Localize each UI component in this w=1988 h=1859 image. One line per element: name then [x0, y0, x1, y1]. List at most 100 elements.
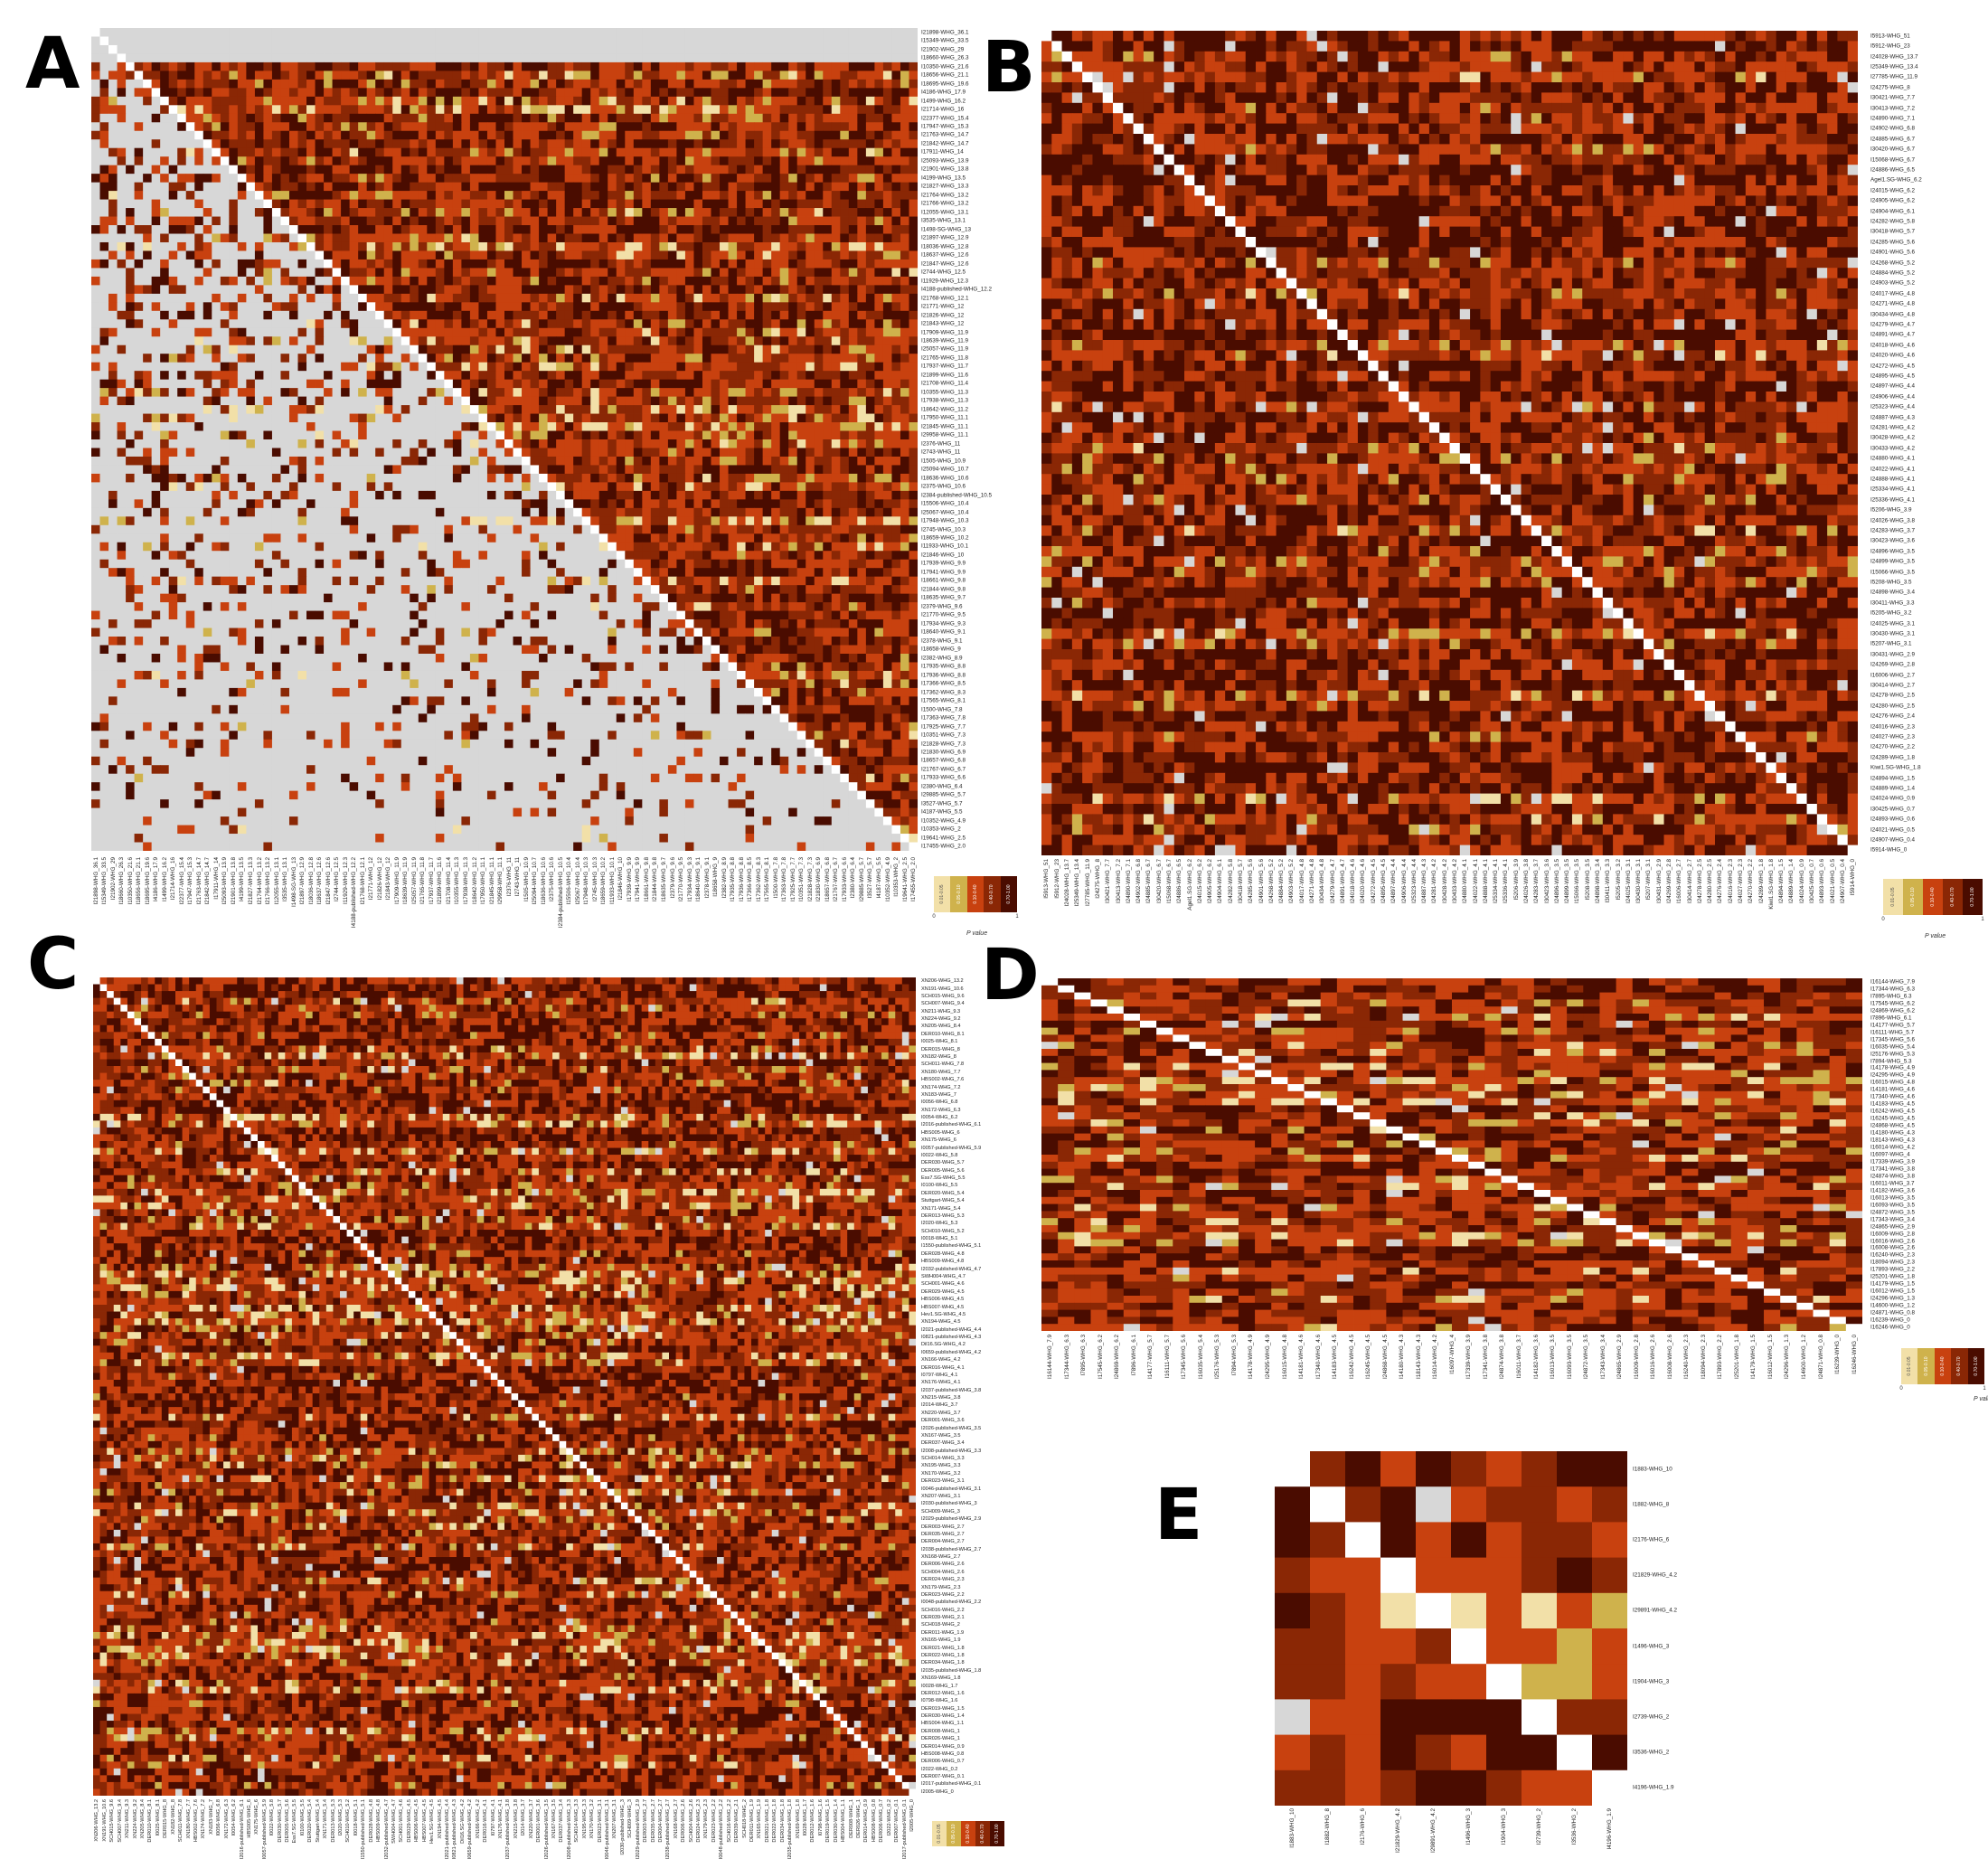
heatmap-cell [625, 208, 634, 217]
heatmap-cell [866, 388, 875, 397]
heatmap-cell [857, 62, 866, 71]
heatmap-cell [857, 405, 866, 414]
heatmap-cell [883, 114, 892, 123]
heatmap-cell [470, 354, 479, 363]
heatmap-cell [746, 294, 755, 303]
heatmap-cell [832, 114, 841, 123]
heatmap-cell [504, 36, 513, 45]
heatmap-cell [866, 285, 875, 294]
heatmap-cell [857, 268, 866, 277]
heatmap-cell [729, 268, 738, 277]
heatmap-cell [857, 217, 866, 226]
heatmap-cell [118, 53, 127, 62]
heatmap-cell [316, 363, 325, 372]
heatmap-cell [177, 388, 186, 397]
heatmap-cell [651, 260, 660, 269]
heatmap-cell [384, 97, 393, 106]
heatmap-cell [427, 285, 436, 294]
heatmap-cell [737, 405, 746, 414]
heatmap-cell [832, 294, 841, 303]
heatmap-cell [186, 371, 195, 380]
heatmap-cell [160, 97, 169, 106]
heatmap-cell [806, 431, 815, 440]
heatmap-cell [582, 165, 591, 175]
heatmap-cell [676, 285, 685, 294]
heatmap-cell [453, 28, 462, 37]
heatmap-cell [152, 345, 161, 354]
heatmap-cell [100, 217, 109, 226]
heatmap-cell [186, 191, 195, 200]
heatmap-cell [453, 285, 462, 294]
heatmap-cell [384, 371, 393, 380]
heatmap-cell [263, 28, 272, 37]
heatmap-cell [100, 114, 109, 123]
heatmap-cell [186, 174, 195, 183]
heatmap-cell [367, 311, 376, 320]
heatmap-cell [333, 88, 342, 97]
heatmap-cell [642, 114, 651, 123]
heatmap-cell [823, 388, 832, 397]
heatmap-cell [478, 439, 487, 448]
heatmap-cell [823, 71, 832, 80]
heatmap-cell [573, 148, 582, 157]
heatmap-cell [522, 200, 531, 209]
heatmap-cell [221, 165, 230, 175]
heatmap-cell [341, 242, 350, 251]
heatmap-cell [866, 217, 875, 226]
heatmap-cell [625, 285, 634, 294]
heatmap-cell [143, 405, 152, 414]
heatmap-cell [840, 148, 849, 157]
heatmap-cell [375, 225, 384, 234]
heatmap-cell [788, 80, 797, 89]
heatmap-cell [900, 242, 909, 251]
heatmap-cell [169, 457, 178, 466]
heatmap-cell [806, 80, 815, 89]
heatmap-cell [565, 439, 574, 448]
heatmap-cell [539, 183, 548, 192]
heatmap-cell [582, 354, 591, 363]
heatmap-cell [341, 388, 350, 397]
heatmap-cell [177, 294, 186, 303]
heatmap-cell [401, 354, 410, 363]
heatmap-cell [565, 45, 574, 54]
heatmap-cell [788, 148, 797, 157]
heatmap-cell [444, 405, 453, 414]
heatmap-cell [556, 165, 565, 175]
heatmap-cell [419, 268, 428, 277]
heatmap-cell [840, 242, 849, 251]
heatmap-cell [788, 105, 797, 114]
heatmap-cell [263, 285, 272, 294]
heatmap-cell [289, 328, 298, 337]
heatmap-cell [565, 363, 574, 372]
heatmap-cell [720, 225, 729, 234]
heatmap-cell [780, 277, 789, 286]
heatmap-cell [522, 388, 531, 397]
heatmap-cell [788, 336, 797, 345]
heatmap-cell [634, 448, 643, 457]
heatmap-cell [676, 217, 685, 226]
heatmap-cell [316, 183, 325, 192]
heatmap-cell [461, 191, 470, 200]
heatmap-cell [746, 388, 755, 397]
heatmap-cell [513, 345, 523, 354]
heatmap-cell [797, 97, 806, 106]
heatmap-cell [539, 431, 548, 440]
heatmap-cell [522, 165, 531, 175]
heatmap-cell [702, 336, 711, 345]
heatmap-cell [806, 217, 815, 226]
heatmap-cell [186, 448, 195, 457]
heatmap-cell [229, 345, 238, 354]
heatmap-cell [642, 431, 651, 440]
heatmap-cell [788, 250, 797, 260]
heatmap-cell [634, 371, 643, 380]
heatmap-cell [771, 422, 780, 431]
heatmap-cell [539, 457, 548, 466]
heatmap-cell [548, 36, 557, 45]
heatmap-cell [900, 217, 909, 226]
heatmap-cell [367, 139, 376, 148]
heatmap-cell [737, 260, 746, 269]
heatmap-cell [152, 380, 161, 389]
heatmap-cell [642, 225, 651, 234]
heatmap-cell [891, 208, 900, 217]
heatmap-cell [419, 371, 428, 380]
